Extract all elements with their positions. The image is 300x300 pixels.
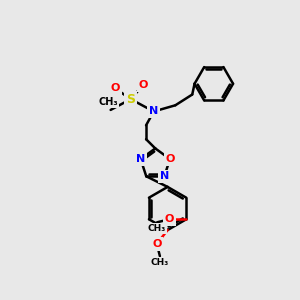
- Text: O: O: [165, 154, 175, 164]
- Text: O: O: [138, 80, 148, 90]
- Text: O: O: [138, 80, 148, 90]
- Text: N: N: [160, 171, 169, 181]
- Text: N: N: [149, 106, 158, 116]
- Text: N: N: [160, 171, 169, 181]
- Text: O: O: [111, 83, 120, 93]
- Text: O: O: [111, 83, 120, 93]
- Text: CH₃: CH₃: [98, 97, 118, 107]
- Text: O: O: [152, 239, 161, 249]
- Text: N: N: [136, 154, 145, 164]
- Text: S: S: [126, 93, 135, 106]
- Text: N: N: [149, 106, 158, 116]
- Text: O: O: [165, 214, 174, 224]
- Text: O: O: [165, 214, 174, 224]
- Text: O: O: [152, 239, 161, 249]
- Text: S: S: [126, 93, 135, 106]
- Text: O: O: [165, 154, 175, 164]
- Text: CH₃: CH₃: [151, 258, 169, 267]
- Text: N: N: [136, 154, 145, 164]
- Text: CH₃: CH₃: [148, 224, 166, 233]
